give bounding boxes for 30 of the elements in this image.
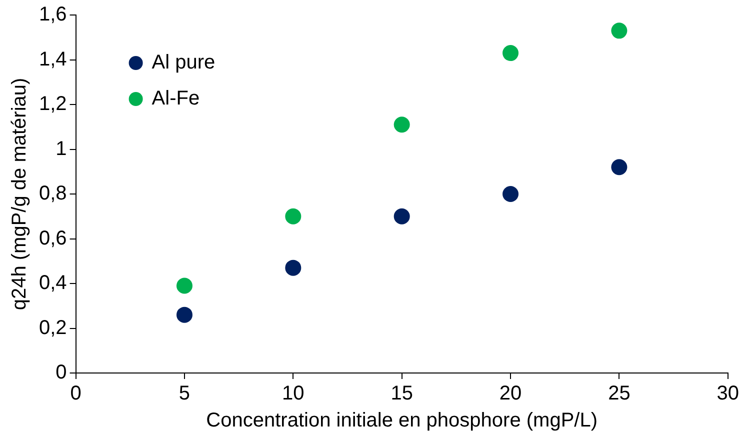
point: [285, 260, 302, 276]
x-tick-label: 25: [608, 382, 630, 405]
y-tick-label: 1,4: [38, 48, 67, 70]
x-tick-label: 20: [499, 382, 522, 405]
point: [394, 208, 410, 224]
y-tick-label: 0,8: [38, 182, 67, 205]
x-axis-title: Concentration initiale en phosphore (mgP/L): [206, 410, 598, 432]
x-tick-label: 30: [716, 382, 739, 405]
y-tick-label: 1,2: [38, 93, 67, 116]
x-tick-label: 15: [390, 382, 413, 405]
y-tick-label: 0,6: [38, 227, 67, 250]
point: [611, 22, 628, 39]
y-tick-label: 1: [56, 138, 67, 160]
y-tick-label: 0,2: [38, 316, 67, 339]
y-tick-label: 0,4: [38, 272, 67, 294]
x-tick-label: 10: [282, 382, 304, 405]
point: [176, 306, 192, 323]
legend-label: Al pure: [152, 52, 216, 74]
point: [502, 45, 519, 62]
point: [502, 186, 519, 202]
y-tick-label: 1,6: [38, 4, 67, 26]
point: [176, 278, 192, 294]
point: [285, 208, 302, 224]
point: [611, 159, 628, 176]
x-tick-label: 0: [70, 382, 82, 405]
y-axis-title: q24h (mgP/g de matériau): [8, 78, 31, 310]
y-tick-label: 0: [56, 362, 67, 384]
legend-label: Al-Fe: [152, 88, 200, 110]
x-tick-label: 5: [178, 382, 190, 405]
point: [394, 116, 410, 133]
